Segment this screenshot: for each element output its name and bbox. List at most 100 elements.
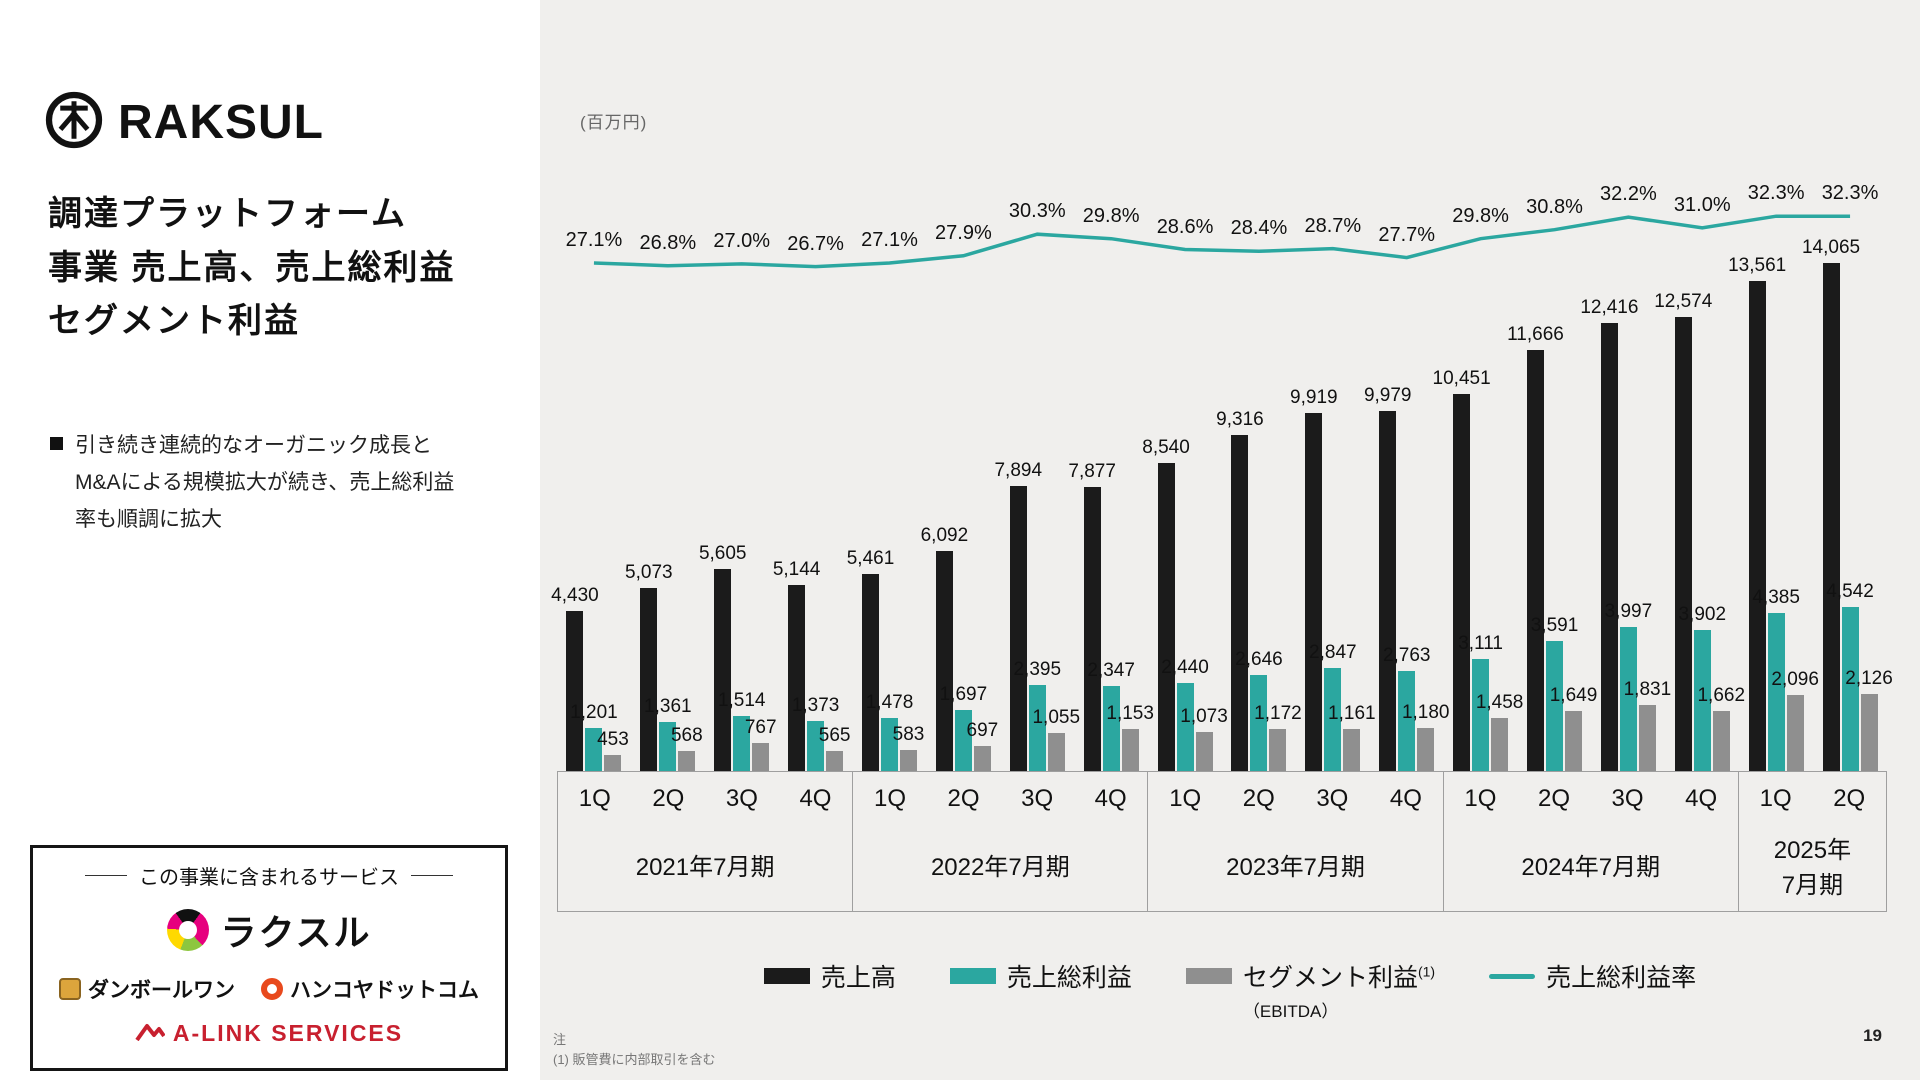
bar-gross-profit xyxy=(1028,684,1046,771)
bar-segment-profit xyxy=(1195,732,1213,771)
value-label-segment-profit: 697 xyxy=(966,719,999,741)
axis-quarter-label: 1Q xyxy=(1759,785,1792,812)
legend-label-margin: 売上総利益率 xyxy=(1546,964,1697,992)
axis-quarter-row: 1Q 2Q 3Q 4Q xyxy=(558,772,852,826)
rule-right xyxy=(411,875,453,876)
bar-segment-profit xyxy=(604,754,622,771)
value-label-gross-profit: 3,591 xyxy=(1530,615,1579,637)
legend: 売上高 売上総利益 セグメント利益(1) （EBITDA） 売上総利益率 xyxy=(540,958,1920,1022)
bar-revenue xyxy=(566,611,584,771)
service-alink: A-LINK SERVICES xyxy=(33,1020,505,1047)
services-box-title: この事業に含まれるサービス xyxy=(139,867,399,889)
bullet-square-icon xyxy=(50,437,63,450)
bar-revenue xyxy=(1083,486,1101,771)
axis-quarter-row: 1Q 2Q 3Q 4Q xyxy=(1444,772,1738,826)
value-label-revenue: 7,894 xyxy=(994,459,1043,481)
value-label-gross-profit: 1,361 xyxy=(644,695,692,717)
service-hankoya: ハンコヤドットコム xyxy=(261,974,479,1004)
legend-item-segment-row: セグメント利益(1) xyxy=(1185,958,1435,994)
service-danball-label: ダンボールワン xyxy=(88,979,235,1002)
axis-year-label: 2021年7月期 xyxy=(635,854,775,882)
value-label-segment-profit: 568 xyxy=(670,724,703,746)
value-label-gross-profit: 2,347 xyxy=(1087,660,1135,682)
value-label-segment-profit: 1,831 xyxy=(1623,678,1672,700)
page-title-line-2: 事業 売上高、売上総利益 xyxy=(48,248,456,287)
axis-quarter-label: 4Q xyxy=(1685,785,1718,812)
bar-revenue xyxy=(714,568,732,771)
bar-revenue xyxy=(640,587,658,771)
value-label-revenue: 8,540 xyxy=(1142,436,1190,458)
bar-gross-profit xyxy=(1619,626,1637,771)
axis-quarter-label: 1Q xyxy=(873,785,906,812)
value-label-gross-profit: 3,902 xyxy=(1678,604,1727,626)
bar-segment-profit xyxy=(1269,728,1287,771)
bar-segment-profit xyxy=(826,750,844,771)
legend-sublabel-ebitda: （EBITDA） xyxy=(1242,1002,1339,1021)
rule-left xyxy=(85,875,127,876)
bar-revenue xyxy=(1822,263,1840,771)
axis-quarter-label: 4Q xyxy=(799,785,832,812)
x-axis: 1Q 2Q 3Q 4Q 2021年7月期 1Q 2Q 3Q 4Q 2022年7月期 1Q 2Q 3Q 4Q… xyxy=(557,771,1887,912)
bar-segment-profit xyxy=(900,749,917,771)
value-label-segment-profit: 2,126 xyxy=(1845,668,1893,690)
axis-quarter-label: 2Q xyxy=(1537,785,1570,812)
value-label-gross-profit: 1,373 xyxy=(791,695,840,717)
value-label-segment-profit: 565 xyxy=(818,724,851,746)
services-row-2: ダンボールワン ハンコヤドットコム xyxy=(33,974,505,1004)
value-label-revenue: 10,451 xyxy=(1432,367,1491,389)
axis-year-label: 2025年 7月期 xyxy=(1773,836,1852,899)
margin-rate-label: 27.9% xyxy=(935,221,992,244)
bar-gross-profit xyxy=(1767,612,1785,771)
value-label-revenue: 12,416 xyxy=(1580,296,1639,318)
unit-label: (百万円) xyxy=(580,113,648,132)
bar-gross-profit xyxy=(1324,668,1342,771)
axis-year-label: 2023年7月期 xyxy=(1226,854,1365,882)
bar-segment-profit xyxy=(1491,718,1509,771)
value-label-segment-profit: 1,172 xyxy=(1254,702,1302,724)
value-label-segment-profit: 1,180 xyxy=(1401,702,1450,724)
value-label-segment-profit: 1,153 xyxy=(1106,703,1154,725)
value-label-gross-profit: 1,697 xyxy=(939,683,988,705)
axis-quarter-label: 1Q xyxy=(1464,785,1497,812)
axis-year-section: 1Q 2Q 3Q 4Q 2024年7月期 xyxy=(1444,772,1739,911)
legend-label-gross-profit: 売上総利益 xyxy=(1006,964,1132,992)
legend-swatch-margin-line xyxy=(1489,973,1536,979)
value-label-revenue: 12,574 xyxy=(1654,290,1713,312)
bar-revenue xyxy=(1379,410,1397,771)
bar-gross-profit xyxy=(1398,671,1416,771)
margin-rate-label: 26.8% xyxy=(639,231,697,254)
value-label-revenue: 9,316 xyxy=(1216,408,1264,430)
value-label-revenue: 14,065 xyxy=(1801,237,1861,258)
bar-gross-profit xyxy=(954,709,972,771)
value-label-segment-profit: 1,662 xyxy=(1697,684,1746,706)
legend-item-segment-profit: セグメント利益(1) （EBITDA） xyxy=(1185,958,1435,1022)
value-label-gross-profit: 3,997 xyxy=(1604,600,1653,622)
footnote: 注 (1) 販管費に内部取引を含む xyxy=(553,1030,716,1069)
value-label-gross-profit: 1,478 xyxy=(865,691,914,713)
key-message: 引き続き連続的なオーガニック成長とM&Aによる規模拡大が続き、売上総利益率も順調… xyxy=(50,428,480,538)
bar-gross-profit xyxy=(1546,641,1563,771)
bar-gross-profit xyxy=(807,721,825,771)
value-label-revenue: 5,144 xyxy=(772,559,821,581)
legend-swatch-gross-profit xyxy=(949,968,996,984)
legend-label-revenue: 売上高 xyxy=(820,964,896,992)
bar-segment-profit xyxy=(1712,710,1730,771)
legend-item-gross-profit: 売上総利益 xyxy=(949,958,1132,994)
service-raksul-label: ラクスル xyxy=(220,912,372,953)
margin-rate-label: 26.7% xyxy=(787,232,844,255)
bar-revenue xyxy=(1527,349,1544,771)
page-title-line-3: セグメント利益 xyxy=(48,302,300,341)
axis-quarter-label: 1Q xyxy=(578,785,611,812)
value-label-segment-profit: 1,073 xyxy=(1180,706,1228,728)
bar-segment-profit xyxy=(1417,728,1435,771)
legend-item-revenue: 売上高 xyxy=(763,958,896,994)
services-box: この事業に含まれるサービス ラクスル ダンボールワン ハンコヤドットコム xyxy=(30,845,508,1071)
bar-segment-profit xyxy=(1047,732,1065,771)
plot-area: 4,430 1,201 453 5,073 1,361 568 5,605 1,514 767 5… xyxy=(551,150,1893,771)
bar-gross-profit xyxy=(1250,675,1268,771)
value-label-gross-profit: 1,514 xyxy=(717,690,766,712)
margin-rate-label: 32.3% xyxy=(1747,182,1805,205)
value-label-revenue: 11,666 xyxy=(1507,323,1564,345)
axis-quarter-label: 3Q xyxy=(1021,785,1054,812)
